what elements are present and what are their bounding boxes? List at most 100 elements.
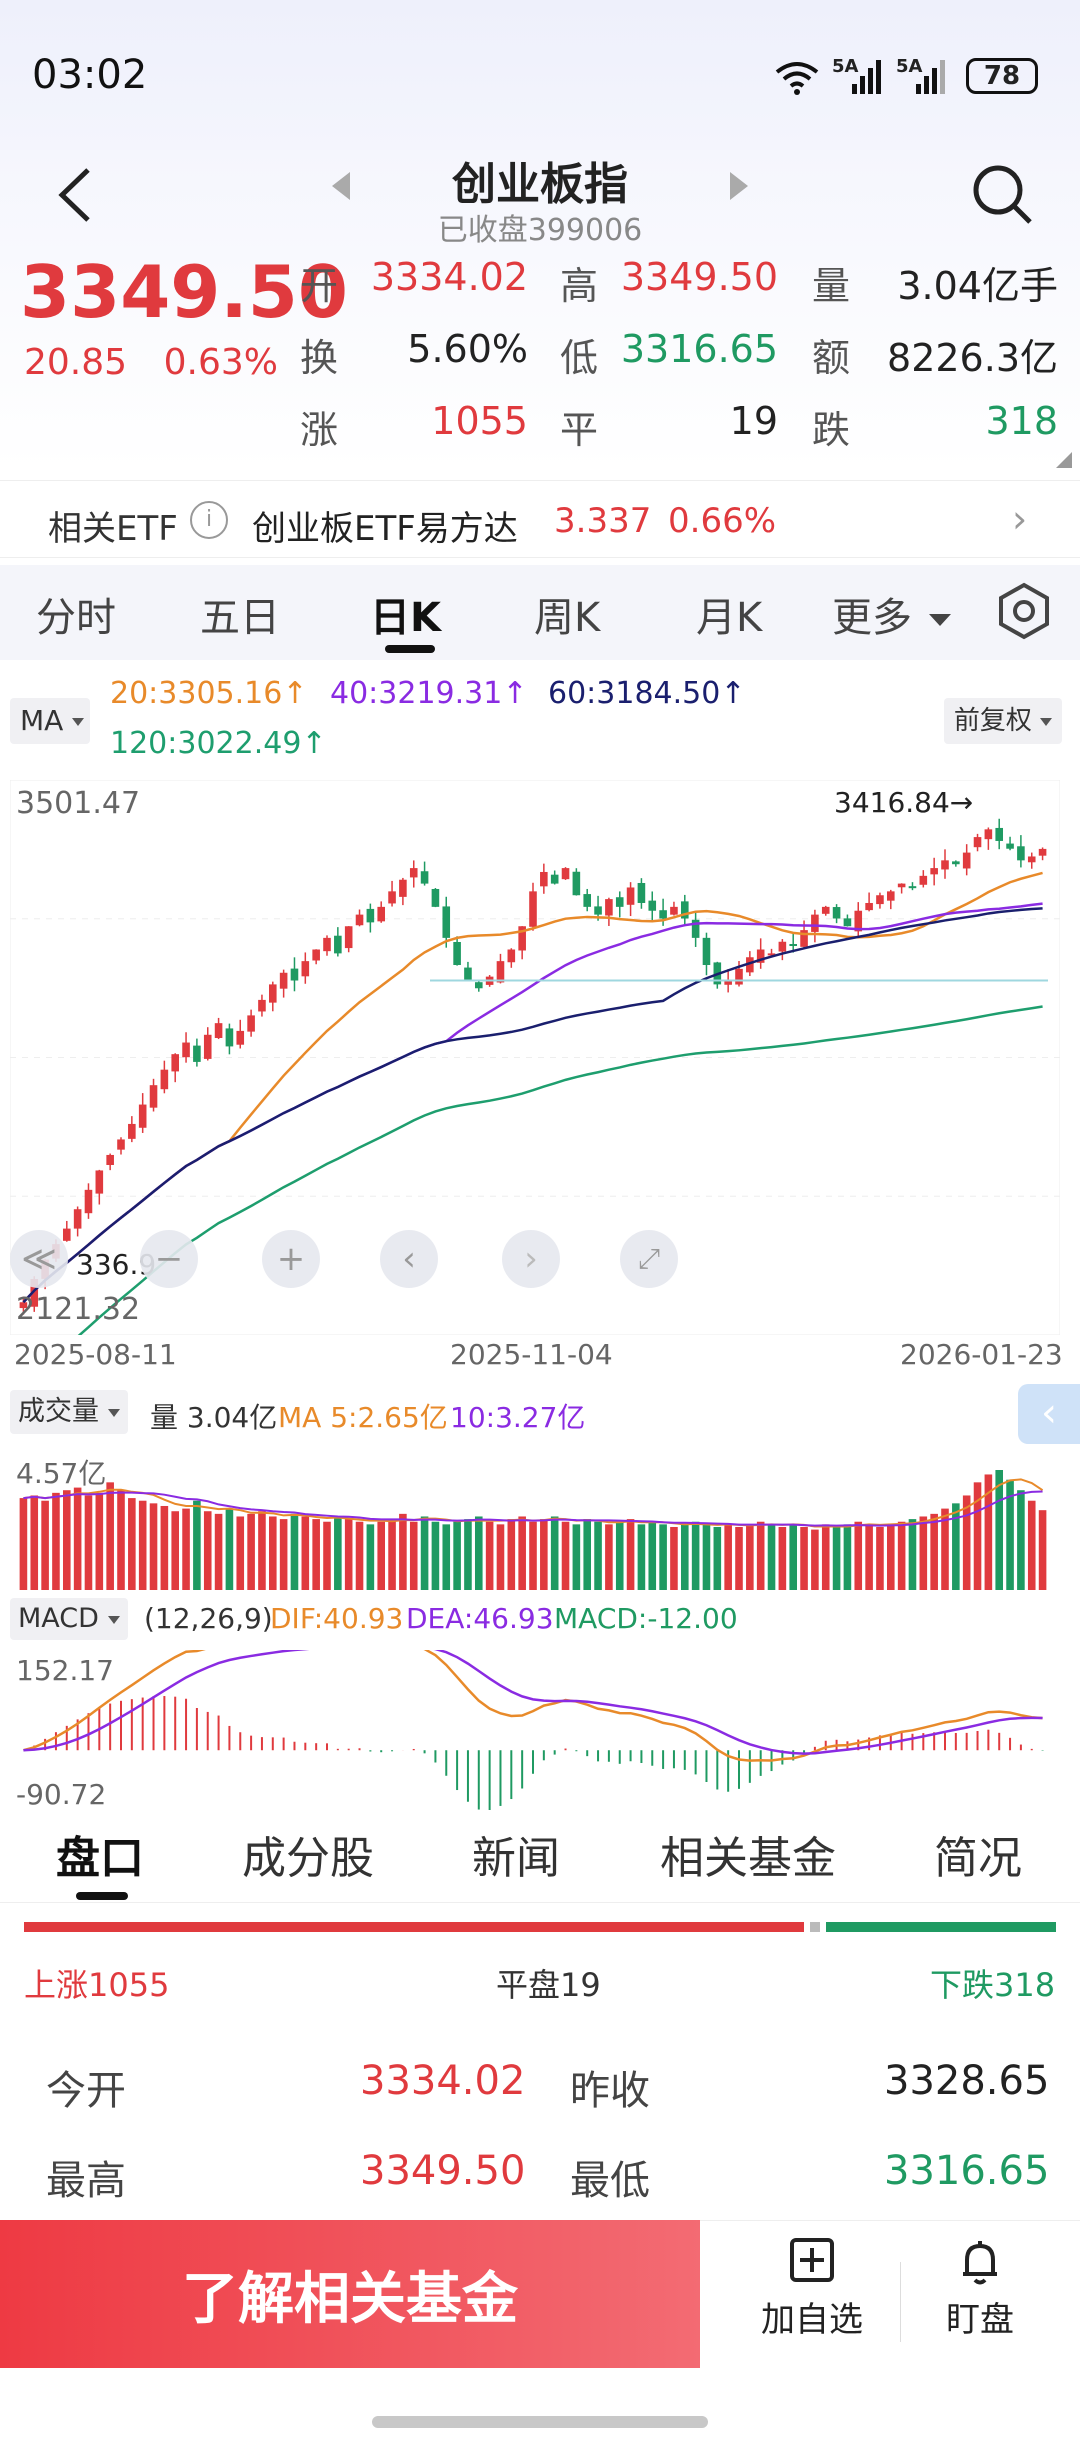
- tab-more[interactable]: 更多: [832, 585, 951, 643]
- volume-bar: [225, 1508, 234, 1590]
- back-icon[interactable]: [50, 165, 100, 225]
- candle: [149, 1085, 158, 1108]
- tab-xinwen[interactable]: 新闻: [472, 1833, 560, 1884]
- tab-pankou[interactable]: 盘口: [56, 1833, 144, 1884]
- pan-left-icon[interactable]: ‹: [380, 1230, 438, 1288]
- tab-jiankuang[interactable]: 简况: [934, 1833, 1022, 1884]
- signal-icon: 5A: [832, 56, 882, 100]
- watch-button[interactable]: 盯盘: [920, 2238, 1040, 2358]
- candle: [540, 871, 548, 887]
- volume-bar: [973, 1482, 982, 1590]
- quote-value-0-2: 3.04亿手: [897, 264, 1058, 308]
- volume-bar: [138, 1500, 147, 1590]
- candle: [583, 894, 592, 907]
- volume-bar: [735, 1526, 743, 1590]
- candle: [279, 972, 288, 989]
- candle: [756, 949, 765, 963]
- macd-selector[interactable]: MACD: [10, 1598, 128, 1640]
- quote-key-0-0: 开: [300, 264, 339, 308]
- candle: [659, 910, 667, 919]
- volume-bar: [399, 1513, 407, 1590]
- candle: [865, 902, 873, 911]
- volume-bar: [344, 1519, 353, 1590]
- search-icon[interactable]: [970, 162, 1036, 228]
- volume-bar: [572, 1524, 581, 1590]
- tab-wuri[interactable]: 五日: [200, 595, 280, 641]
- stat-low-label: 最低: [570, 2158, 650, 2204]
- volume-chart: [19, 1470, 1047, 1590]
- minus-icon[interactable]: −: [140, 1230, 198, 1288]
- candle: [876, 895, 884, 905]
- volume-bar: [778, 1526, 787, 1590]
- collapse-panel-icon[interactable]: ‹: [1018, 1384, 1080, 1444]
- stat-prevclose-label: 昨收: [570, 2068, 650, 2114]
- volume-bar: [670, 1526, 678, 1590]
- volume-bar: [930, 1513, 938, 1590]
- candle: [453, 941, 461, 966]
- candle: [464, 967, 472, 981]
- volume-bar: [62, 1490, 71, 1590]
- adjust-selector[interactable]: 前复权: [944, 698, 1062, 744]
- etf-pct: 0.66%: [668, 501, 777, 541]
- volume-bar: [30, 1495, 39, 1590]
- prev-index-icon[interactable]: [332, 172, 350, 200]
- stat-open-label: 今开: [46, 2068, 126, 2114]
- next-index-icon[interactable]: [730, 172, 748, 200]
- volume-bar: [941, 1508, 949, 1590]
- x-label-start: 2025-08-11: [14, 1338, 177, 1371]
- volume-bar: [648, 1521, 657, 1590]
- quote-value-0-0: 3334.02: [370, 255, 528, 299]
- candle: [420, 871, 429, 884]
- tab-xiangguanjijin[interactable]: 相关基金: [660, 1833, 836, 1884]
- home-indicator[interactable]: [372, 2416, 708, 2428]
- fullscreen-icon[interactable]: ⤢: [620, 1230, 678, 1288]
- etf-row[interactable]: 相关ETF i 创业板ETF易方达 3.337 0.66% ›: [0, 480, 1080, 558]
- tab-rik[interactable]: 日K: [370, 595, 441, 641]
- macd-dea: DEA:46.93: [406, 1602, 554, 1635]
- candle: [973, 837, 982, 848]
- info-icon[interactable]: i: [190, 501, 228, 539]
- volume-selector[interactable]: 成交量: [10, 1390, 128, 1434]
- candle: [529, 891, 537, 927]
- candle: [626, 887, 635, 905]
- candle: [182, 1042, 190, 1058]
- candle: [886, 891, 895, 901]
- tab-zhouk[interactable]: 周K: [534, 595, 601, 641]
- candle: [1038, 848, 1047, 856]
- volume-bar: [561, 1521, 570, 1590]
- tab-chengfengu[interactable]: 成分股: [242, 1833, 374, 1884]
- add-watchlist-label: 加自选: [761, 2300, 863, 2340]
- volume-bar: [615, 1521, 624, 1590]
- volume-bar: [865, 1524, 873, 1590]
- zoom-out-icon[interactable]: ≪: [10, 1230, 68, 1288]
- signal-label: 5A: [832, 56, 859, 77]
- settings-hexagon-icon[interactable]: [994, 581, 1054, 641]
- candle: [84, 1189, 93, 1214]
- plus-icon[interactable]: +: [262, 1230, 320, 1288]
- expand-triangle-icon[interactable]: [1056, 452, 1072, 468]
- pan-right-icon[interactable]: ›: [502, 1230, 560, 1288]
- candle: [1017, 846, 1025, 861]
- volume-bar: [84, 1495, 93, 1590]
- volume-bar: [626, 1519, 635, 1590]
- add-watchlist-button[interactable]: 加自选: [742, 2238, 882, 2358]
- breadth-flat-bar: [810, 1922, 820, 1932]
- candle: [355, 914, 364, 926]
- volume-bar: [171, 1511, 180, 1590]
- ma40-legend: 40:3219.31↑: [330, 676, 528, 711]
- etf-label: 相关ETF: [48, 509, 178, 549]
- candle: [962, 852, 971, 869]
- candle: [735, 968, 743, 985]
- volume-bar: [258, 1511, 266, 1590]
- learn-fund-button[interactable]: 了解相关基金: [0, 2220, 700, 2368]
- quote-value-1-1: 3316.65: [620, 327, 778, 371]
- tab-yuek[interactable]: 月K: [696, 595, 763, 641]
- tab-fenshi[interactable]: 分时: [36, 595, 116, 641]
- candle: [323, 937, 331, 952]
- volume-value: 量 3.04亿: [150, 1401, 278, 1434]
- plus-box-icon: [790, 2238, 834, 2282]
- kline-chart[interactable]: [10, 780, 1060, 1335]
- status-time: 03:02: [32, 52, 148, 98]
- ma-selector[interactable]: MA: [10, 698, 90, 744]
- candle: [550, 874, 559, 884]
